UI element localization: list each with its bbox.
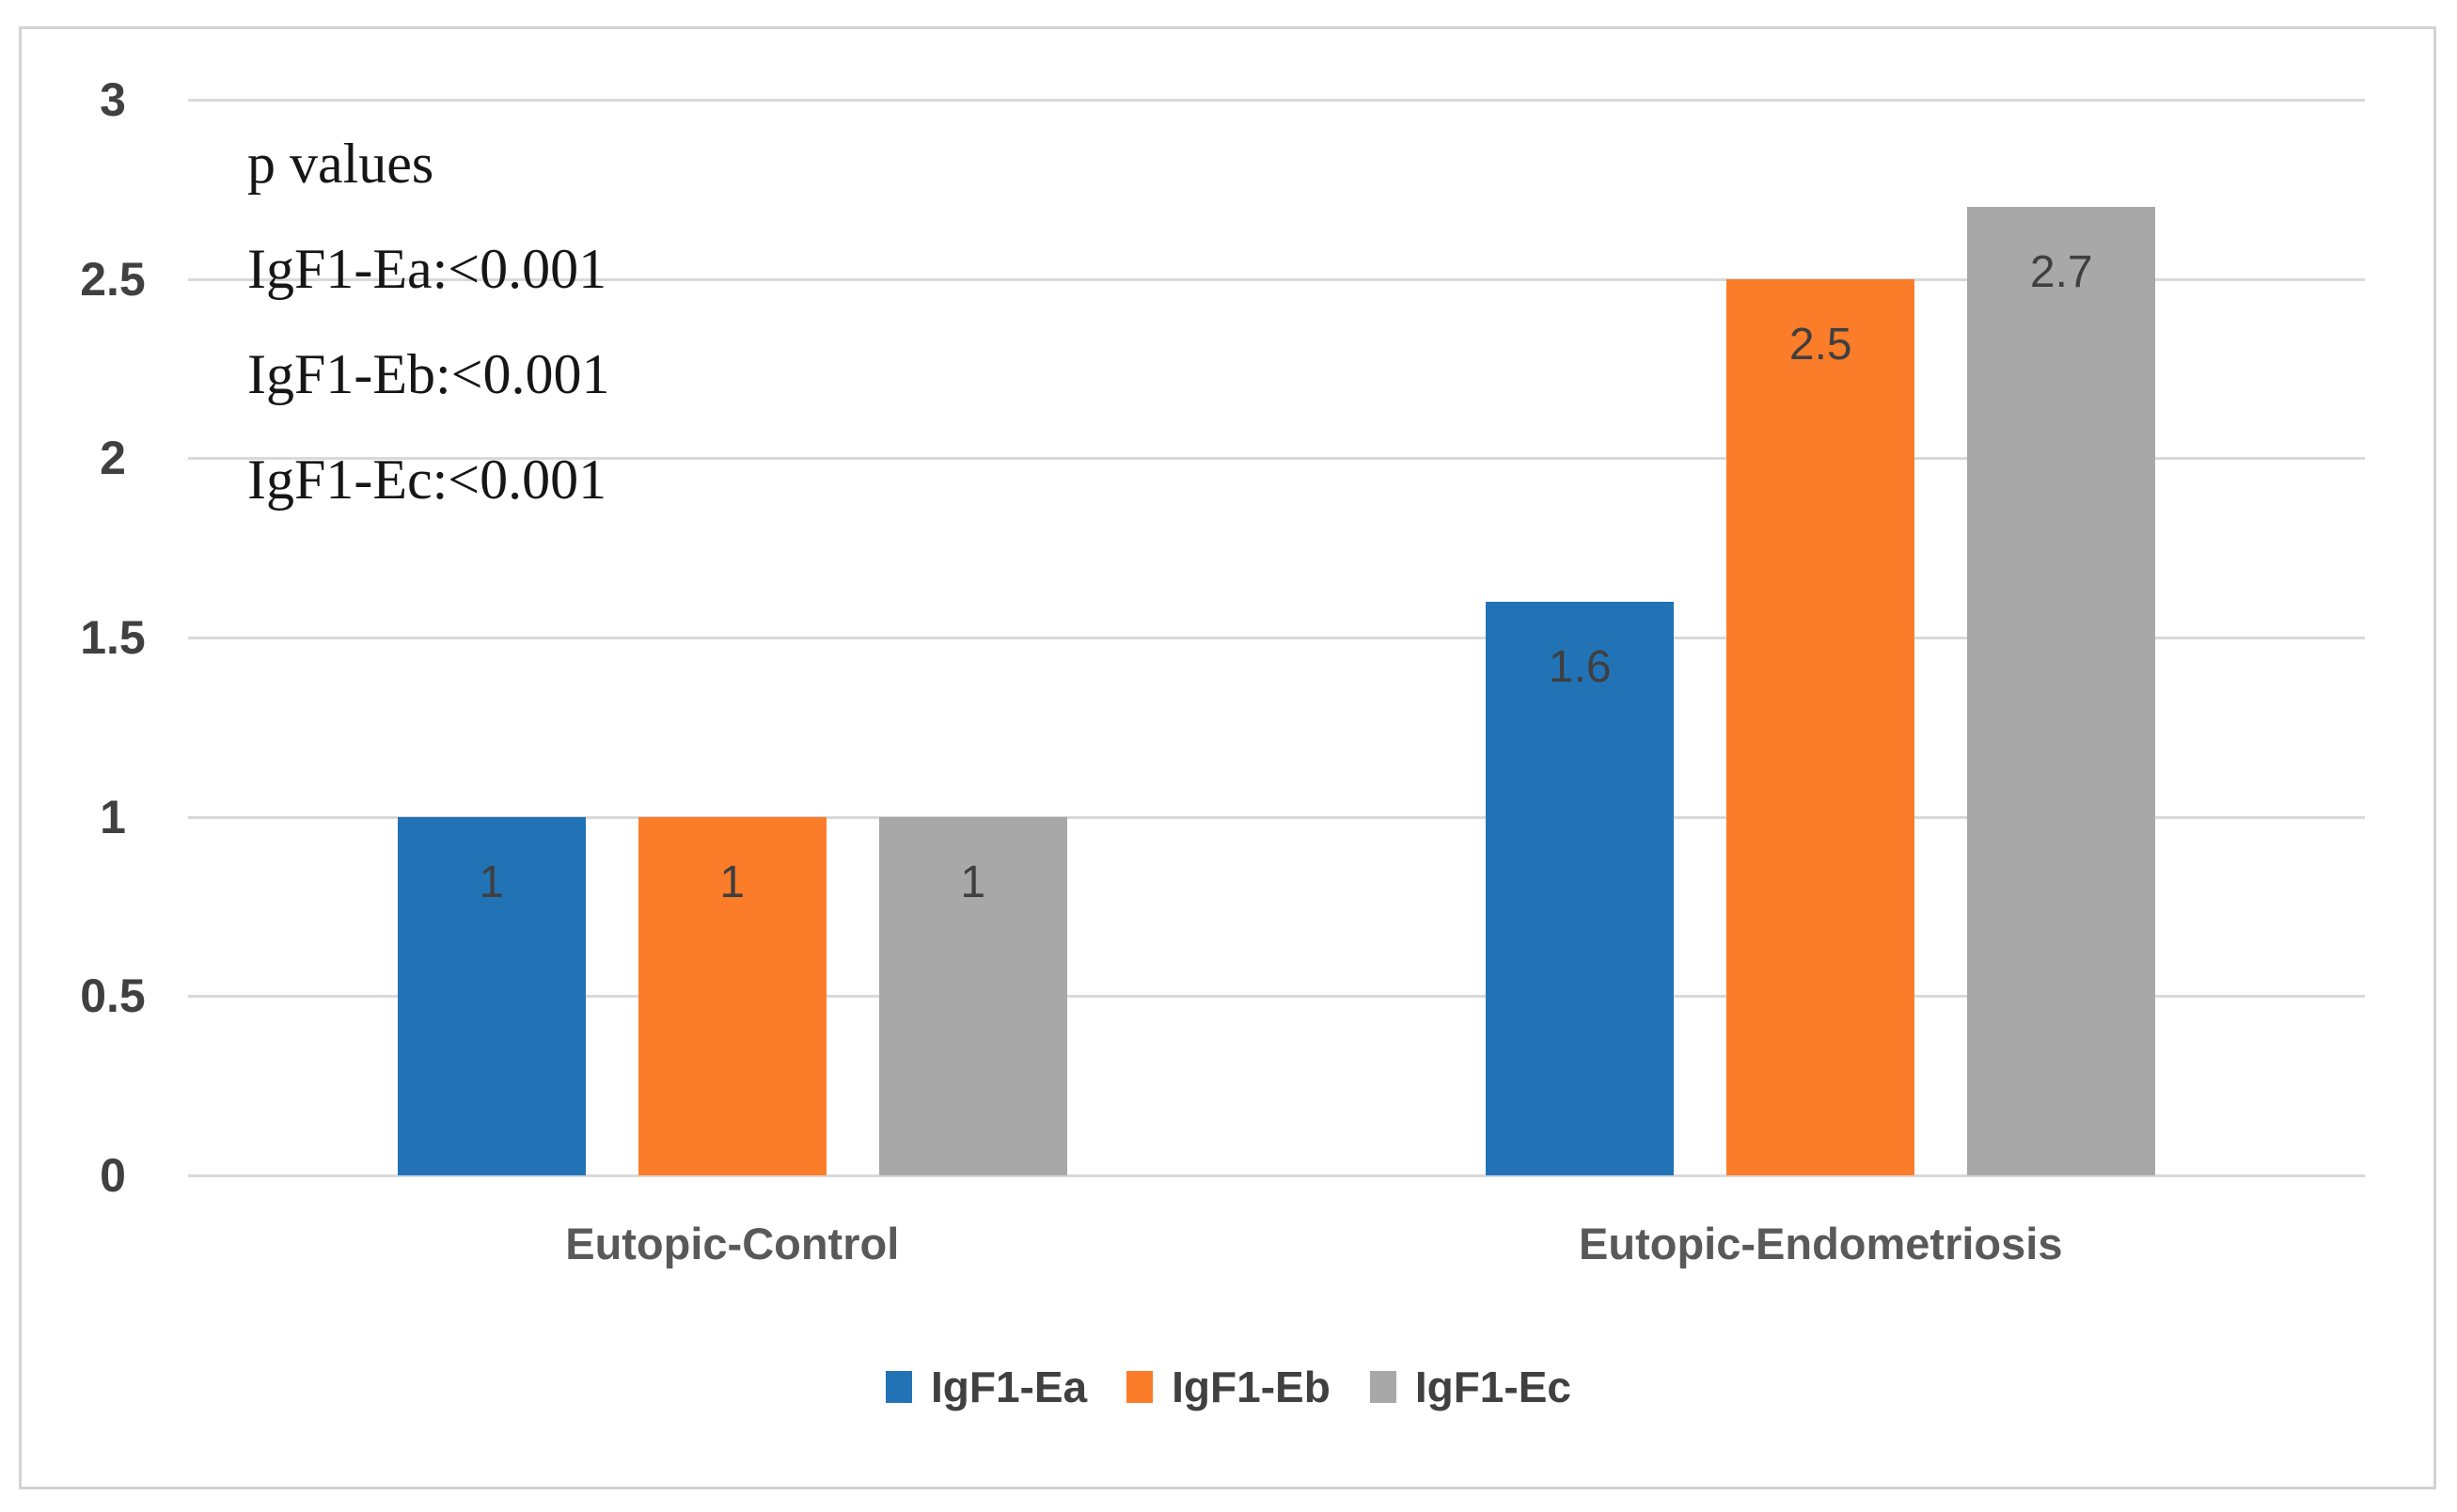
gridline-y-2 <box>188 457 2365 461</box>
bar-value-label: 1 <box>479 857 505 907</box>
legend-label: IgF1-Eb <box>1172 1362 1331 1411</box>
bar-IgF1-Ea-Eutopic-Endometriosis: 1.6 <box>1486 601 1675 1175</box>
figure-border <box>19 26 2436 1489</box>
bar-value-label: 2.5 <box>1788 319 1852 370</box>
legend-swatch-icon <box>886 1371 912 1403</box>
gridline-y-3 <box>188 99 2365 102</box>
y-tick-label-1.5: 1.5 <box>80 611 146 664</box>
legend: IgF1-Ea IgF1-Eb IgF1-Ec <box>0 1362 2457 1412</box>
y-tick-label-0: 0 <box>100 1149 126 1202</box>
legend-label: IgF1-Ec <box>1414 1362 1571 1411</box>
legend-item-IgF1-Ec: IgF1-Ec <box>1369 1362 1571 1412</box>
bar-IgF1-Eb-Eutopic-Control: 1 <box>638 816 827 1175</box>
bar-value-label: 1 <box>719 857 746 907</box>
y-tick-label-0.5: 0.5 <box>80 969 146 1023</box>
legend-swatch-icon <box>1369 1371 1396 1403</box>
gridline-y-0.5 <box>188 995 2365 999</box>
gridline-y-2.5 <box>188 277 2365 281</box>
plot-area: 1 1 1 1.6 2.5 2.7 <box>188 99 2365 1177</box>
legend-swatch-icon <box>1126 1371 1154 1403</box>
category-label-Eutopic-Endometriosis: Eutopic-Endometriosis <box>1579 1219 2063 1268</box>
bar-IgF1-Ec-Eutopic-Endometriosis: 2.7 <box>1967 207 2156 1175</box>
annotation-line: IgF1-Eb:<0.001 <box>247 343 610 405</box>
bar-IgF1-Ec-Eutopic-Control: 1 <box>878 816 1067 1175</box>
gridline-y-0 <box>188 1174 2365 1177</box>
annotation-line: IgF1-Ec:<0.001 <box>247 449 607 511</box>
bar-value-label: 1.6 <box>1548 641 1612 692</box>
bar-IgF1-Ea-Eutopic-Control: 1 <box>397 816 586 1175</box>
p-values-annotation: p values IgF1-Ea:<0.001 IgF1-Eb:<0.001 IgF1… <box>247 111 610 532</box>
y-tick-label-3: 3 <box>100 73 126 126</box>
y-tick-label-2.5: 2.5 <box>80 252 146 306</box>
gridline-y-1.5 <box>188 637 2365 639</box>
bar-value-label: 1 <box>960 857 986 907</box>
gridline-y-1 <box>188 815 2365 819</box>
y-tick-label-2: 2 <box>100 432 126 485</box>
annotation-line: p values <box>247 133 434 195</box>
bar-IgF1-Eb-Eutopic-Endometriosis: 2.5 <box>1726 278 1915 1175</box>
y-tick-label-1: 1 <box>100 790 126 843</box>
annotation-line: IgF1-Ea:<0.001 <box>247 238 607 300</box>
bar-value-label: 2.7 <box>2029 247 2093 298</box>
legend-item-IgF1-Eb: IgF1-Eb <box>1126 1362 1331 1412</box>
legend-item-IgF1-Ea: IgF1-Ea <box>886 1362 1087 1412</box>
legend-label: IgF1-Ea <box>931 1362 1088 1411</box>
category-label-Eutopic-Control: Eutopic-Control <box>565 1219 900 1268</box>
